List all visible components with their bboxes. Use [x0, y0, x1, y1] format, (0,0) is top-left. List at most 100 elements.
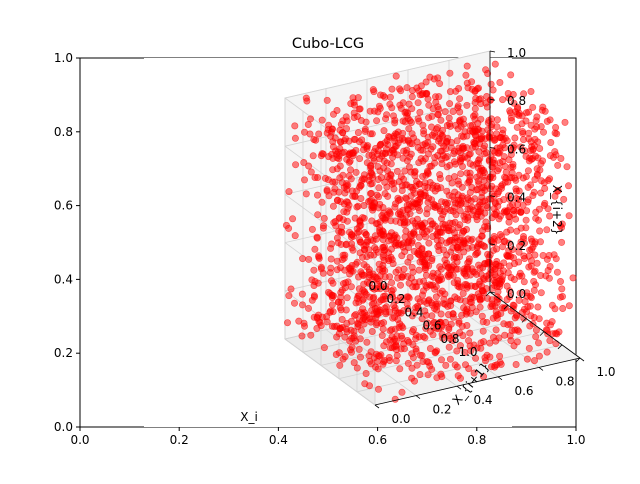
z3d-tick-label: 1.0	[507, 46, 526, 60]
y3d-tick-label: 0.6	[514, 384, 533, 398]
data-point	[410, 230, 418, 238]
data-point	[292, 161, 300, 169]
data-point	[426, 179, 434, 187]
data-point	[392, 130, 400, 138]
data-point	[512, 360, 520, 368]
data-point	[515, 296, 523, 304]
data-point	[457, 199, 465, 207]
data-point	[405, 100, 413, 108]
data-point	[295, 317, 303, 325]
data-point	[401, 109, 409, 117]
data-point	[534, 339, 542, 347]
data-point	[476, 167, 484, 175]
data-point	[428, 131, 436, 139]
data-point	[525, 157, 533, 165]
data-point	[530, 188, 538, 196]
data-point	[482, 285, 490, 293]
data-point	[533, 123, 541, 131]
data-point	[357, 326, 365, 334]
data-point	[534, 303, 542, 311]
data-point	[340, 148, 348, 156]
data-point	[372, 273, 380, 281]
data-point	[429, 184, 437, 192]
data-point	[359, 175, 367, 183]
data-point	[350, 359, 358, 367]
data-point	[543, 117, 551, 125]
data-point	[378, 331, 386, 339]
data-point	[298, 290, 306, 298]
data-point	[367, 168, 375, 176]
data-point	[513, 123, 521, 131]
data-point	[527, 235, 535, 243]
data-point	[333, 107, 341, 115]
data-point	[336, 361, 344, 369]
data-point	[454, 104, 462, 112]
data-point	[461, 270, 469, 278]
data-point	[540, 179, 548, 187]
data-point	[486, 339, 494, 347]
data-point	[523, 207, 531, 215]
data-point	[504, 90, 512, 98]
data-point	[461, 280, 469, 288]
data-point	[345, 264, 353, 272]
data-point	[355, 105, 363, 113]
data-point	[530, 357, 538, 365]
data-point	[359, 310, 367, 318]
x3d-tick-label: 0.6	[422, 319, 441, 333]
data-point	[335, 155, 343, 163]
data-point	[437, 215, 445, 223]
data-point	[334, 148, 342, 156]
data-point	[352, 260, 360, 268]
data-point	[417, 82, 425, 90]
x3d-tick-mark	[539, 331, 545, 336]
data-point	[524, 167, 532, 175]
data-point	[310, 293, 318, 301]
data-point	[509, 301, 517, 309]
data-point	[437, 116, 445, 124]
data-point	[543, 319, 551, 327]
data-point	[351, 214, 359, 222]
data-point	[373, 357, 381, 365]
data-point	[441, 108, 449, 116]
data-point	[543, 348, 551, 356]
data-point	[310, 281, 318, 289]
data-point	[404, 115, 412, 123]
data-point	[343, 208, 351, 216]
data-point	[499, 243, 507, 251]
data-point	[364, 237, 372, 245]
data-point	[556, 222, 564, 230]
data-point	[530, 142, 538, 150]
data-point	[506, 174, 514, 182]
y3d-tick-mark	[456, 385, 462, 390]
data-point	[326, 307, 334, 315]
data-point	[307, 331, 315, 339]
data-point	[487, 153, 495, 161]
data-point	[391, 395, 399, 403]
data-point	[435, 241, 443, 249]
data-point	[403, 205, 411, 213]
data-point	[496, 144, 504, 152]
data-point	[357, 238, 365, 246]
z3d-tick-label: 0.2	[507, 239, 526, 253]
x3d-tick-label: 0.0	[368, 279, 387, 293]
data-point	[530, 268, 538, 276]
data-point	[460, 239, 468, 247]
data-point	[339, 355, 347, 363]
data-point	[492, 337, 500, 345]
data-point	[501, 178, 509, 186]
data-point	[491, 60, 499, 68]
data-point	[383, 111, 391, 119]
data-point	[449, 192, 457, 200]
data-point	[362, 369, 370, 377]
data-point	[546, 337, 554, 345]
data-point	[349, 246, 357, 254]
data-point	[477, 212, 485, 220]
data-point	[396, 196, 404, 204]
data-point	[290, 299, 298, 307]
y-tick-label: 0.4	[54, 272, 73, 286]
data-point	[487, 363, 495, 371]
data-point	[442, 239, 450, 247]
data-point	[551, 192, 559, 200]
data-point	[356, 183, 364, 191]
data-point	[382, 145, 390, 153]
